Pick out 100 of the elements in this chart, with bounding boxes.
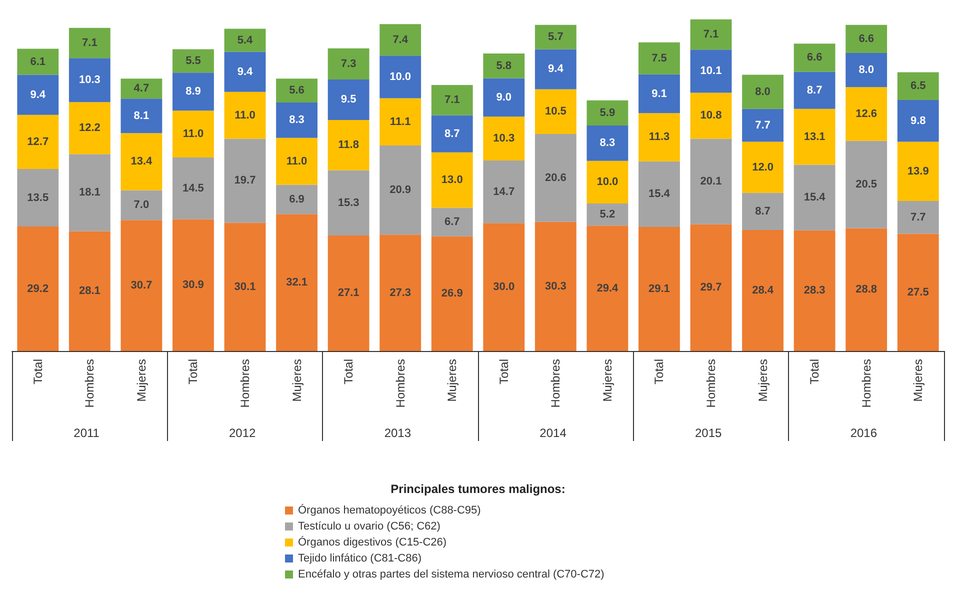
data-label: 15.4 bbox=[804, 192, 826, 204]
data-label: 20.1 bbox=[700, 176, 722, 188]
text: 2014 bbox=[540, 426, 567, 440]
bar bbox=[638, 42, 680, 74]
data-label: 5.9 bbox=[600, 106, 616, 119]
x-tick-label: Total bbox=[496, 359, 511, 384]
bar bbox=[690, 224, 732, 351]
data-label: 11.0 bbox=[182, 128, 204, 140]
bar bbox=[742, 192, 784, 230]
x-tick-label: Mujeres bbox=[600, 359, 614, 402]
legend-title: Principales tumores malignos: bbox=[390, 482, 566, 496]
bar bbox=[690, 138, 732, 224]
data-label: 9.1 bbox=[652, 88, 667, 100]
data-label: 15.3 bbox=[338, 196, 360, 209]
x-tick-label: Hombres bbox=[704, 359, 718, 408]
data-label: 10.3 bbox=[493, 132, 515, 145]
data-label: 29.1 bbox=[648, 282, 670, 295]
bar bbox=[120, 220, 162, 351]
bar bbox=[846, 140, 888, 228]
bar bbox=[328, 235, 370, 351]
bar bbox=[897, 142, 939, 201]
data-label: 11.3 bbox=[648, 131, 670, 144]
bar bbox=[534, 89, 576, 134]
data-label: 7.1 bbox=[82, 37, 98, 50]
bar bbox=[224, 52, 266, 92]
x-tick-label: Total bbox=[342, 359, 356, 384]
bar bbox=[380, 146, 422, 235]
bar bbox=[794, 164, 836, 230]
x-tick-label: Hombres bbox=[548, 359, 563, 408]
data-label: 29.7 bbox=[700, 282, 722, 294]
bar bbox=[846, 87, 888, 141]
data-label: 6.9 bbox=[289, 193, 304, 206]
bar bbox=[172, 72, 214, 111]
bar bbox=[224, 92, 266, 139]
data-label: 30.3 bbox=[544, 280, 566, 292]
data-label: 12.0 bbox=[752, 161, 774, 174]
data-label: 10.3 bbox=[78, 74, 100, 86]
data-label: 12.2 bbox=[78, 122, 100, 134]
bar bbox=[224, 28, 266, 52]
bar bbox=[483, 78, 525, 117]
data-label: 7.1 bbox=[703, 28, 719, 41]
bar bbox=[742, 142, 784, 193]
data-label: 5.6 bbox=[289, 84, 304, 97]
data-label: 10.1 bbox=[700, 65, 722, 78]
data-label: 5.5 bbox=[186, 54, 201, 67]
data-label: 11.8 bbox=[338, 139, 359, 152]
data-label: 11.0 bbox=[234, 109, 256, 122]
bar bbox=[742, 74, 784, 109]
data-label: 10.0 bbox=[390, 70, 412, 83]
bar bbox=[690, 50, 732, 93]
bar bbox=[534, 134, 576, 222]
data-label: 29.2 bbox=[27, 282, 49, 295]
data-label: 6.6 bbox=[806, 52, 822, 64]
data-label: 28.3 bbox=[804, 284, 826, 297]
data-label: 9.4 bbox=[30, 88, 46, 101]
bar bbox=[68, 231, 110, 351]
bar bbox=[328, 48, 370, 80]
data-label: 7.7 bbox=[910, 211, 926, 224]
bar bbox=[68, 28, 110, 58]
data-label: 6.1 bbox=[30, 56, 46, 68]
data-label: 13.5 bbox=[27, 192, 49, 204]
x-tick-label: Mujeres bbox=[290, 359, 304, 402]
data-label: 13.0 bbox=[441, 174, 463, 186]
bar bbox=[483, 223, 525, 351]
bar bbox=[431, 208, 473, 236]
bar bbox=[897, 100, 939, 142]
x-tick-label: Mujeres bbox=[445, 359, 460, 402]
data-label: 15.4 bbox=[648, 188, 671, 200]
data-label: 20.9 bbox=[390, 184, 412, 196]
bar bbox=[17, 74, 59, 115]
text: 2013 bbox=[384, 426, 412, 440]
bar bbox=[638, 226, 680, 351]
data-label: 12.6 bbox=[856, 108, 878, 120]
bar bbox=[897, 72, 939, 100]
data-label: 8.0 bbox=[755, 86, 770, 98]
bar bbox=[328, 120, 370, 170]
data-label: 5.2 bbox=[600, 208, 616, 221]
bar bbox=[586, 100, 628, 126]
bar bbox=[224, 222, 266, 351]
bar bbox=[120, 98, 162, 134]
bar bbox=[68, 102, 110, 154]
bar bbox=[120, 190, 162, 220]
data-label: 5.4 bbox=[237, 34, 254, 46]
data-label: 7.0 bbox=[134, 199, 150, 212]
bar bbox=[534, 222, 576, 351]
bar bbox=[17, 114, 59, 169]
data-label: 11.0 bbox=[286, 155, 308, 168]
data-label: 4.7 bbox=[134, 82, 150, 95]
data-label: 9.5 bbox=[340, 94, 356, 106]
data-label: 7.1 bbox=[444, 94, 460, 106]
data-label: 8.9 bbox=[186, 86, 201, 98]
data-label: 13.4 bbox=[130, 156, 154, 168]
bar bbox=[638, 161, 680, 227]
bar bbox=[483, 116, 525, 160]
data-label: 12.7 bbox=[27, 136, 49, 148]
text: 2011 bbox=[74, 426, 100, 440]
bar bbox=[846, 53, 888, 88]
bar bbox=[68, 58, 110, 102]
bar bbox=[431, 152, 473, 208]
bar bbox=[638, 74, 680, 114]
